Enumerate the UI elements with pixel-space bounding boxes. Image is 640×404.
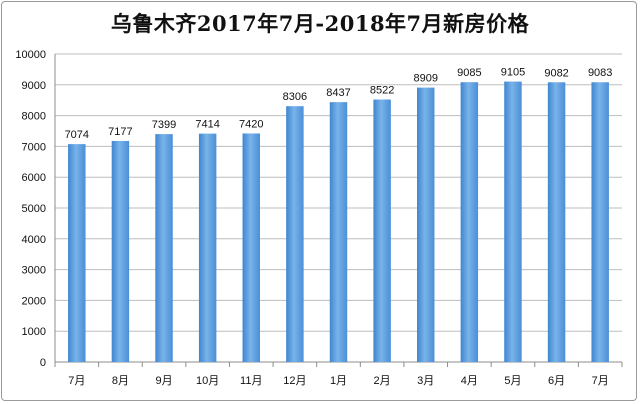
bar-layer xyxy=(68,81,609,363)
y-tick-label: 8000 xyxy=(22,111,46,123)
y-tick-label: 3000 xyxy=(22,265,46,277)
chart-title: 乌鲁木齐2017年7月-2018年7月新房价格 xyxy=(110,11,530,36)
bar xyxy=(155,134,173,362)
y-tick-label: 9000 xyxy=(22,80,46,92)
y-tick-label: 4000 xyxy=(22,234,46,246)
data-label: 7399 xyxy=(152,119,176,131)
x-tick-label: 5月 xyxy=(504,375,521,387)
data-label: 7414 xyxy=(195,119,219,131)
bar xyxy=(286,106,304,362)
data-label: 8437 xyxy=(326,87,350,99)
y-tick-label: 7000 xyxy=(22,141,46,153)
x-tick-label: 7月 xyxy=(592,375,609,387)
x-tick-label: 3月 xyxy=(417,375,434,387)
data-label: 7177 xyxy=(108,126,132,138)
x-tick-label: 4月 xyxy=(461,375,478,387)
axis-layer: 0 1000 2000 3000 4000 5000 6000 7000 8000 9000 100… xyxy=(15,49,623,387)
bar xyxy=(504,81,522,362)
bar xyxy=(547,82,566,362)
bar xyxy=(111,140,130,362)
y-tick-label: 2000 xyxy=(22,295,46,307)
data-label: 9082 xyxy=(544,67,568,79)
x-tick-label: 10月 xyxy=(196,375,219,387)
y-tick-label: 5000 xyxy=(22,203,46,215)
bar xyxy=(242,133,260,362)
bar xyxy=(198,133,217,362)
data-label: 9085 xyxy=(457,67,481,79)
bar xyxy=(68,144,86,362)
x-tick-label: 1月 xyxy=(330,375,347,387)
x-tick-label: 2月 xyxy=(374,375,391,387)
data-label: 9083 xyxy=(588,67,612,79)
x-tick-label: 11月 xyxy=(240,375,262,387)
y-tick-label: 1000 xyxy=(22,326,46,338)
data-label: 9105 xyxy=(501,67,525,79)
x-tick-label: 9月 xyxy=(155,375,172,387)
x-tick-label: 8月 xyxy=(112,375,129,387)
bar xyxy=(417,87,435,363)
data-label: 7420 xyxy=(239,118,263,130)
x-tick-label: 6月 xyxy=(548,375,565,387)
y-tick-label: 0 xyxy=(40,357,46,369)
label-layer: 7074 7177 7399 7414 7420 8306 8437 8522 8909 9085… xyxy=(65,67,613,142)
x-tick-label: 12月 xyxy=(283,375,306,387)
y-tick-label: 6000 xyxy=(22,172,46,184)
bar xyxy=(591,82,609,363)
data-label: 8909 xyxy=(413,73,437,85)
data-label: 8306 xyxy=(283,91,307,103)
data-label: 8522 xyxy=(370,85,394,97)
bar xyxy=(329,102,348,362)
bar xyxy=(373,99,391,362)
x-tick-label: 7月 xyxy=(68,375,85,387)
data-label: 7074 xyxy=(65,129,89,141)
bar xyxy=(460,82,479,362)
y-tick-label: 10000 xyxy=(15,49,46,61)
